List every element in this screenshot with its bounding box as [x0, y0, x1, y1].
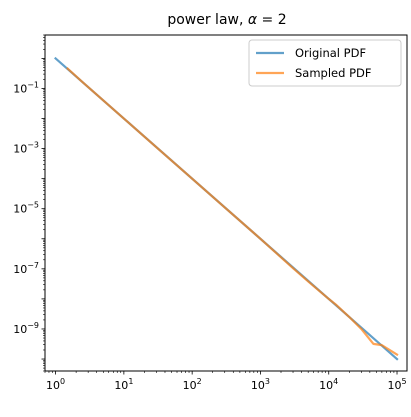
x-tick-label: 101: [114, 377, 133, 392]
y-tick-label-base: 10: [13, 82, 27, 95]
x-tick-label-base: 10: [251, 379, 265, 392]
y-tick-label-base: 10: [13, 263, 27, 276]
plot-frame: [44, 34, 408, 372]
x-tick-label-exp: 1: [128, 377, 133, 386]
y-tick-label-exp: −1: [27, 80, 39, 89]
x-tick-label-base: 10: [319, 379, 333, 392]
x-tick-label-base: 10: [114, 379, 128, 392]
chart-title: power law, α = 2: [167, 12, 286, 28]
x-tick-label-exp: 2: [197, 377, 202, 386]
y-tick-label: 10−7: [13, 261, 39, 276]
x-tick-label-exp: 0: [60, 377, 65, 386]
x-tick-label-base: 10: [46, 379, 60, 392]
series-line-2: [66, 66, 399, 357]
x-tick-label: 104: [319, 377, 338, 392]
y-tick-label: 10−1: [13, 80, 39, 95]
y-tick-label-base: 10: [13, 323, 27, 336]
y-tick-label-exp: −9: [27, 321, 39, 330]
legend-label-2: Sampled PDF: [295, 66, 371, 80]
x-tick-label-exp: 4: [333, 377, 338, 386]
x-tick-label: 100: [46, 377, 65, 392]
x-tick-label-exp: 5: [401, 377, 406, 386]
chart-title-eq: = 2: [257, 12, 287, 28]
y-tick-label: 10−3: [13, 141, 39, 156]
legend: Original PDF Sampled PDF: [248, 39, 402, 87]
x-tick-label: 102: [183, 377, 202, 392]
series-layer: [54, 56, 399, 361]
x-tick-label-exp: 3: [265, 377, 270, 386]
legend-box: [248, 39, 402, 87]
x-tick-label-base: 10: [387, 379, 401, 392]
chart-title-var: α: [248, 12, 258, 28]
chart-title-main: power law,: [167, 12, 248, 28]
y-tick-label-exp: −3: [27, 141, 39, 150]
x-tick-label-base: 10: [183, 379, 197, 392]
x-tick-label: 103: [251, 377, 270, 392]
y-tick-label: 10−9: [13, 321, 39, 336]
y-tick-label-base: 10: [13, 203, 27, 216]
y-tick-label: 10−5: [13, 201, 39, 216]
y-tick-label-base: 10: [13, 143, 27, 156]
y-tick-label-exp: −5: [27, 201, 39, 210]
y-tick-label-exp: −7: [27, 261, 39, 270]
x-tick-label: 105: [387, 377, 406, 392]
legend-label-1: Original PDF: [295, 46, 366, 60]
